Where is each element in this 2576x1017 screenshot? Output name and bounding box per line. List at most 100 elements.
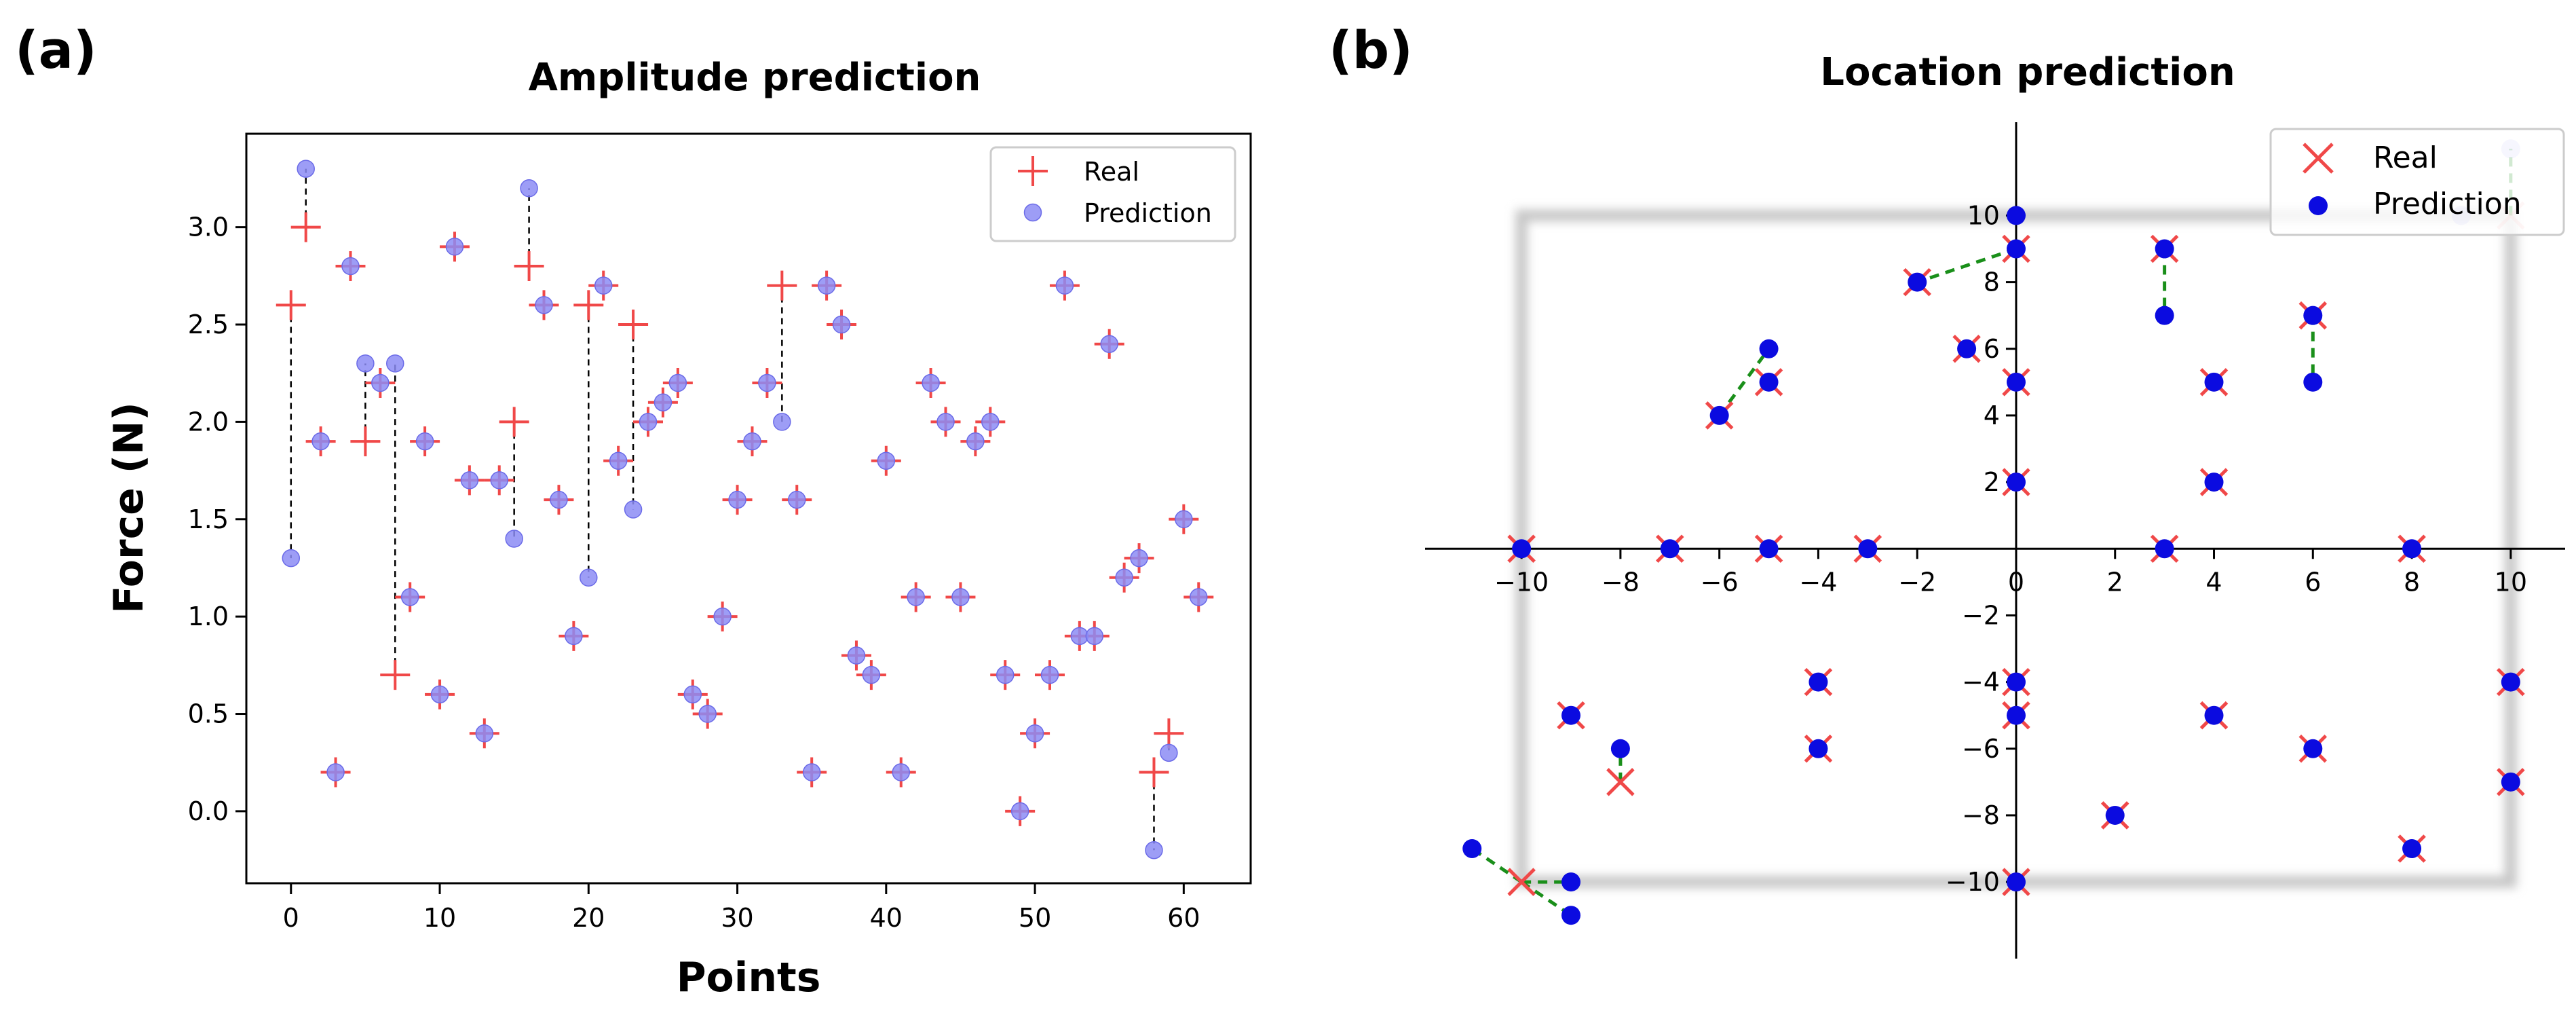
prediction-point-a-54 [1085,627,1104,646]
legend-a-real-plus [1018,156,1048,186]
prediction-point-b-34 [2303,372,2323,392]
real-point-b-15 [1606,768,1635,796]
prediction-point-a-29 [713,607,732,626]
chart-a-legend-real-marker [1018,156,1048,186]
y-tick-label-b-4: −2 [1962,600,2000,630]
prediction-point-a-44 [936,413,955,431]
chart-b-legend: Real Prediction [2269,128,2565,236]
y-tick-label-b-5: 2 [1984,467,2000,497]
chart-b-series-prediction [1462,139,2520,925]
prediction-point-a-58 [1145,841,1163,859]
prediction-point-b-24 [2105,805,2125,825]
y-tick-label-a-1: 0.5 [188,699,229,729]
prediction-point-b-18 [2006,672,2026,692]
prediction-point-a-50 [1025,724,1044,743]
x-tick-label-a-10: 10 [423,903,456,933]
real-point-a-15 [499,407,529,437]
chart-a-legend: Real Prediction [989,146,1236,242]
chart-a-legend-real-label: Real [1084,157,1139,187]
x-tick-label-a-40: 40 [870,903,903,933]
prediction-point-a-57 [1130,549,1148,568]
x-tick-label-a-60: 60 [1167,903,1200,933]
prediction-point-a-42 [907,588,925,606]
chart-a-ylabel: Force (N) [105,402,153,614]
legend-b-real-x [2303,143,2334,174]
prediction-point-a-51 [1040,665,1059,684]
x-tick-label-b-9: 8 [2404,567,2420,597]
prediction-point-a-38 [847,646,866,665]
prediction-point-a-60 [1175,510,1193,529]
x-tick-label-a-20: 20 [572,903,605,933]
prediction-point-a-23 [624,500,643,519]
prediction-point-b-15 [1610,739,1630,758]
prediction-point-a-61 [1190,588,1208,606]
x-tick-label-b-10: 10 [2495,567,2527,597]
real-point-a-20 [573,290,604,320]
prediction-point-a-16 [520,179,538,198]
prediction-point-a-17 [535,296,553,314]
real-point-a-1 [290,212,321,242]
prediction-point-a-39 [862,665,881,684]
y-tick-label-a-3: 1.5 [188,504,229,534]
prediction-point-a-45 [951,588,970,606]
prediction-point-b-31 [2204,473,2224,492]
prediction-point-b-2 [2155,239,2174,259]
prediction-point-a-12 [460,471,479,489]
legend-a-prediction-dot [1023,203,1042,222]
real-point-a-33 [767,270,797,301]
prediction-point-a-35 [802,763,821,781]
prediction-point-b-11 [1858,539,1878,559]
prediction-point-b-35 [2006,206,2026,225]
prediction-point-a-11 [445,238,464,256]
prediction-point-b-29 [1561,906,1581,925]
connector-b-3 [1718,348,1770,417]
chart-b-legend-prediction-marker [2309,196,2328,215]
prediction-point-a-0 [282,549,301,568]
prediction-point-a-32 [758,373,776,392]
real-point-a-58 [1139,757,1169,788]
y-tick-label-a-4: 2.0 [188,407,229,437]
real-point-b-15-b [1606,768,1635,796]
prediction-point-b-10 [1759,539,1779,559]
prediction-point-b-23 [2501,772,2520,792]
prediction-point-b-22 [2501,672,2520,692]
prediction-point-b-30 [2204,372,2224,392]
y-tick-label-a-5: 2.5 [188,310,229,339]
x-tick-label-a-30: 30 [721,903,753,933]
y-tick-label-b-1: −8 [1962,800,2000,830]
prediction-point-a-59 [1160,743,1178,762]
y-tick-label-b-8: 8 [1984,267,2000,297]
chart-b-legend-box [2269,128,2565,236]
prediction-point-b-12 [2155,539,2174,559]
prediction-point-a-36 [817,276,836,295]
prediction-point-a-22 [609,451,628,470]
prediction-point-b-8 [1512,539,1532,559]
prediction-point-b-17 [1808,739,1828,758]
prediction-point-a-6 [371,373,390,392]
prediction-point-a-56 [1115,568,1133,587]
prediction-point-b-13 [2402,539,2422,559]
chart-b-axes [1425,122,2565,959]
prediction-point-a-46 [966,432,985,451]
prediction-point-a-25 [654,393,673,411]
x-tick-label-a-0: 0 [283,903,299,933]
prediction-point-b-7 [2006,473,2026,492]
y-tick-label-b-3: −4 [1962,667,2000,697]
prediction-point-b-32 [1957,339,1977,358]
prediction-point-a-3 [326,763,345,781]
prediction-point-a-26 [668,373,687,392]
prediction-point-a-47 [981,413,1000,431]
prediction-point-b-3 [2303,306,2323,325]
connector-b-7 [1520,881,1572,917]
amplitude-chart: Amplitude prediction 0 10 20 30 40 50 60 0.0 0.5… [105,56,1252,1001]
prediction-point-b-20 [2204,705,2224,725]
real-point-a-59 [1154,718,1184,749]
prediction-point-b-14 [1561,705,1581,725]
chart-a-series-prediction [282,160,1208,859]
prediction-point-a-20 [580,568,598,587]
chart-a-xlabel: Points [677,954,821,1001]
prediction-point-a-31 [743,432,761,451]
prediction-point-b-6 [2006,372,2026,392]
prediction-point-b-21 [2303,739,2323,758]
